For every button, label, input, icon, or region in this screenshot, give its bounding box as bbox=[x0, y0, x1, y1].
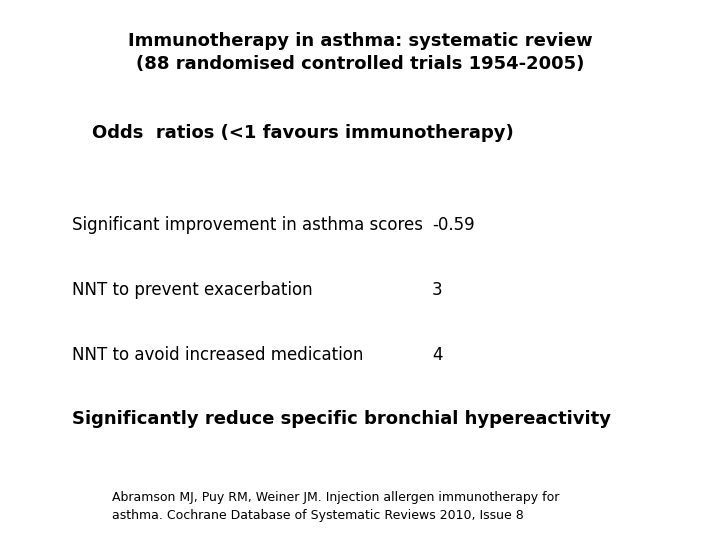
Text: Immunotherapy in asthma: systematic review
(88 randomised controlled trials 1954: Immunotherapy in asthma: systematic revi… bbox=[127, 32, 593, 73]
Text: Abramson MJ, Puy RM, Weiner JM. Injection allergen immunotherapy for
asthma. Coc: Abramson MJ, Puy RM, Weiner JM. Injectio… bbox=[112, 491, 559, 522]
Text: NNT to avoid increased medication: NNT to avoid increased medication bbox=[72, 346, 364, 363]
Text: -0.59: -0.59 bbox=[432, 216, 474, 234]
Text: NNT to prevent exacerbation: NNT to prevent exacerbation bbox=[72, 281, 312, 299]
Text: Odds  ratios (<1 favours immunotherapy): Odds ratios (<1 favours immunotherapy) bbox=[91, 124, 513, 142]
Text: Significantly reduce specific bronchial hypereactivity: Significantly reduce specific bronchial … bbox=[72, 410, 611, 428]
Text: 4: 4 bbox=[432, 346, 443, 363]
Text: Significant improvement in asthma scores: Significant improvement in asthma scores bbox=[72, 216, 423, 234]
Text: 3: 3 bbox=[432, 281, 443, 299]
